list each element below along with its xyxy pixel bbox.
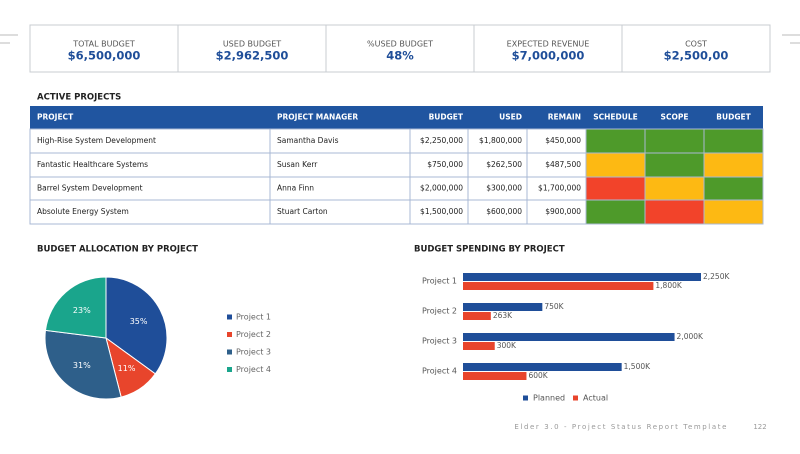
table-cell: Barrel System Development <box>37 184 143 193</box>
bar <box>463 342 495 350</box>
table-cell: Susan Kerr <box>277 160 318 169</box>
kpi-value: $7,000,000 <box>512 49 585 63</box>
table-cell: Samantha Davis <box>277 136 339 145</box>
column-header: PROJECT MANAGER <box>277 113 358 122</box>
kpi-label: USED BUDGET <box>223 40 281 49</box>
kpi-value: $6,500,000 <box>68 49 141 63</box>
decor <box>0 34 800 44</box>
table-cell: $600,000 <box>486 207 522 216</box>
legend-label: Project 2 <box>236 330 271 339</box>
chart-title: BUDGET ALLOCATION BY PROJECT <box>37 245 198 255</box>
kpi-label: EXPECTED REVENUE <box>507 40 590 49</box>
column-header: BUDGET <box>716 113 751 122</box>
legend-swatch <box>227 314 232 320</box>
data-label: 263K <box>493 311 513 320</box>
table-title: ACTIVE PROJECTS <box>37 93 121 103</box>
legend-label: Project 4 <box>236 365 271 374</box>
data-label: 600K <box>528 371 548 380</box>
legend-swatch <box>227 332 232 337</box>
page-number: 122 <box>753 423 766 431</box>
table-header <box>30 106 763 129</box>
kpi-value: 48% <box>386 49 414 63</box>
column-header: PROJECT <box>37 113 74 122</box>
legend-label: Actual <box>583 394 608 403</box>
legend-label: Project 3 <box>236 348 271 357</box>
table-cell: Stuart Carton <box>277 207 328 216</box>
status-cell <box>703 128 764 154</box>
data-label: 1,500K <box>624 362 651 371</box>
kpi-label: %USED BUDGET <box>367 40 433 49</box>
table-cell: Fantastic Healthcare Systems <box>37 160 148 169</box>
legend-label: Planned <box>533 394 565 403</box>
legend-swatch <box>573 395 578 401</box>
y-tick-label: Project 2 <box>422 307 457 316</box>
kpi-label: TOTAL BUDGET <box>72 40 135 49</box>
table-cell: $262,500 <box>486 160 522 169</box>
column-header: SCHEDULE <box>593 113 638 122</box>
legend-label: Project 1 <box>236 313 271 322</box>
status-cell <box>585 152 646 178</box>
pie-slice <box>105 276 168 375</box>
table-cell: High-Rise System Development <box>37 136 156 145</box>
legend-swatch <box>227 349 232 355</box>
kpi-value: $2,500,00 <box>664 49 729 63</box>
data-label: 300K <box>497 341 517 350</box>
table-cell: $2,000,000 <box>420 184 463 193</box>
y-tick-label: Project 3 <box>422 337 457 346</box>
bar <box>463 312 491 320</box>
table-cell: $487,500 <box>545 160 581 169</box>
table-cell: $1,800,000 <box>479 136 522 145</box>
pie-slice <box>44 329 122 400</box>
column-header: REMAIN <box>548 113 581 122</box>
status-cell <box>703 199 764 225</box>
table-cell: Anna Finn <box>277 184 314 193</box>
table-cell: $450,000 <box>545 136 581 145</box>
table-cell: $900,000 <box>545 207 581 216</box>
legend-swatch <box>227 367 232 372</box>
data-label: 2,000K <box>677 332 704 341</box>
table-cell: $300,000 <box>486 184 522 193</box>
data-label: 35% <box>130 317 148 326</box>
kpi-label: COST <box>685 40 707 49</box>
bar <box>463 273 701 281</box>
column-header: USED <box>499 113 522 122</box>
status-cell <box>703 152 764 178</box>
column-header: BUDGET <box>429 113 464 122</box>
table-cell: $750,000 <box>427 160 463 169</box>
status-cell <box>644 176 705 201</box>
data-label: 11% <box>118 364 136 373</box>
data-label: 2,250K <box>703 272 730 281</box>
bar <box>463 303 543 311</box>
column-header: SCOPE <box>661 113 689 122</box>
pie-slice <box>44 276 107 339</box>
table-cell: $2,250,000 <box>420 136 463 145</box>
status-cell <box>703 176 764 201</box>
bar <box>463 333 675 341</box>
table-cell: $1,700,000 <box>538 184 581 193</box>
bar <box>463 372 527 380</box>
table-cell: Absolute Energy System <box>37 207 129 216</box>
status-cell <box>585 128 646 154</box>
status-cell <box>644 199 705 225</box>
data-label: 1,800K <box>655 281 682 290</box>
legend-swatch <box>523 395 528 401</box>
data-label: 23% <box>73 306 91 315</box>
status-cell <box>644 152 705 178</box>
bar <box>463 282 654 290</box>
table-cell: $1,500,000 <box>420 207 463 216</box>
footer-text: Elder 3.0 - Project Status Report Templa… <box>514 423 728 431</box>
y-tick-label: Project 4 <box>422 367 457 376</box>
bar <box>463 363 622 371</box>
chart-title: BUDGET SPENDING BY PROJECT <box>414 245 565 255</box>
status-cell <box>585 176 646 201</box>
status-cell <box>644 128 705 154</box>
kpi-frame <box>29 24 771 73</box>
kpi-value: $2,962,500 <box>216 49 289 63</box>
data-label: 31% <box>73 361 91 370</box>
y-tick-label: Project 1 <box>422 277 457 286</box>
status-cell <box>585 199 646 225</box>
data-label: 750K <box>544 302 564 311</box>
